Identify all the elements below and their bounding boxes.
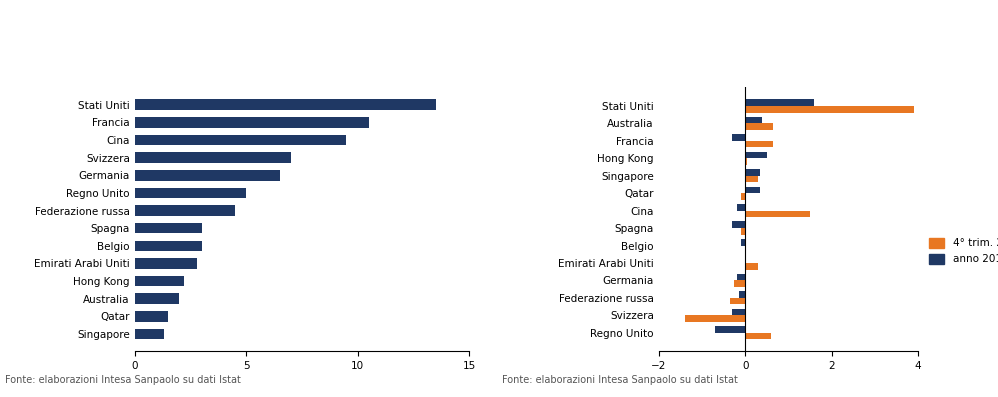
Bar [135, 329, 164, 339]
Bar [746, 99, 814, 106]
Bar [741, 228, 746, 235]
Bar [733, 222, 746, 228]
Bar [737, 274, 746, 280]
Bar [135, 205, 236, 216]
Bar [135, 223, 202, 233]
Bar [746, 176, 758, 182]
Bar [737, 204, 746, 211]
Bar [739, 291, 746, 298]
Bar [135, 293, 180, 304]
Bar [685, 315, 746, 322]
Bar [135, 241, 202, 251]
Bar [135, 276, 184, 286]
Bar [733, 134, 746, 141]
Bar [715, 326, 746, 333]
Bar [135, 187, 247, 198]
Bar [746, 158, 748, 165]
Bar [135, 117, 368, 127]
Bar [741, 239, 746, 245]
Text: Fig. 18 – Principali contributi alla variazione % delle
esportazioni 2018 del di: Fig. 18 – Principali contributi alla var… [514, 15, 903, 62]
Legend: 4° trim. 2018, anno 2018: 4° trim. 2018, anno 2018 [928, 237, 998, 264]
Bar [735, 280, 746, 287]
Bar [746, 117, 762, 123]
Text: Fig. 17 – Principali sbocchi commerciali del distretto Legno e
arredamento della: Fig. 17 – Principali sbocchi commerciali… [17, 15, 420, 62]
Bar [746, 263, 758, 270]
Bar [135, 135, 346, 145]
Bar [746, 187, 760, 193]
Bar [746, 123, 773, 130]
Bar [135, 258, 198, 269]
Bar [746, 141, 773, 147]
Bar [746, 211, 810, 217]
Bar [733, 308, 746, 315]
Bar [741, 193, 746, 200]
Bar [746, 169, 760, 176]
Bar [135, 99, 435, 110]
Bar [135, 170, 279, 181]
Bar [746, 106, 914, 113]
Bar [135, 311, 168, 322]
Bar [746, 152, 766, 158]
Text: Fonte: elaborazioni Intesa Sanpaolo su dati Istat: Fonte: elaborazioni Intesa Sanpaolo su d… [502, 375, 738, 385]
Text: Fonte: elaborazioni Intesa Sanpaolo su dati Istat: Fonte: elaborazioni Intesa Sanpaolo su d… [5, 375, 241, 385]
Bar [730, 298, 746, 304]
Bar [135, 152, 290, 163]
Bar [746, 333, 771, 339]
